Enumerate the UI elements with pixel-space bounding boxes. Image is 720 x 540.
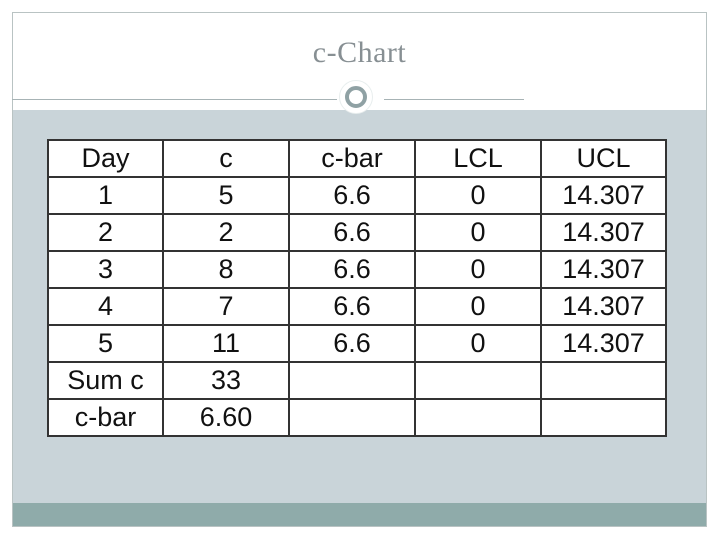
table-cell: 14.307: [540, 287, 667, 326]
table-row: 1 5 6.6 0 14.307: [47, 176, 667, 215]
table-cell: 14.307: [540, 324, 667, 363]
table-cell: 6.6: [288, 176, 416, 215]
footer-bar: [12, 503, 707, 527]
table-cell: 0: [414, 287, 542, 326]
table-cell: 6.6: [288, 213, 416, 252]
table-cell: 11: [162, 324, 290, 363]
table-cell: [414, 361, 542, 400]
table-cell: 5: [47, 324, 164, 363]
table-cell: 6.6: [288, 324, 416, 363]
table-cell: 3: [47, 250, 164, 289]
c-chart-table: Day c c-bar LCL UCL 1 5 6.6 0 14.307 2 2…: [47, 139, 667, 437]
slide-title: c-Chart: [312, 36, 407, 69]
table-cell: 2: [47, 213, 164, 252]
header-cell-day: Day: [47, 139, 164, 178]
table-cell: 14.307: [540, 250, 667, 289]
table-cell: 14.307: [540, 176, 667, 215]
table-cell: [414, 398, 542, 437]
table-cell: [540, 398, 667, 437]
table-cell: 2: [162, 213, 290, 252]
table-cell: 1: [47, 176, 164, 215]
slide-frame: [12, 12, 707, 527]
table-cell: 6.6: [288, 287, 416, 326]
title-divider-left: [12, 99, 337, 100]
table-row-average: c-bar 6.60: [47, 398, 667, 437]
divider-ring-ornament: [339, 80, 373, 114]
table-row: 3 8 6.6 0 14.307: [47, 250, 667, 289]
table-cell: [288, 398, 416, 437]
table-cell: [288, 361, 416, 400]
table-cell: 0: [414, 324, 542, 363]
table-cell: 33: [162, 361, 290, 400]
table-cell: 6.6: [288, 250, 416, 289]
table-cell: 5: [162, 176, 290, 215]
table-cell: 14.307: [540, 213, 667, 252]
header-cell-ucl: UCL: [540, 139, 667, 178]
header-cell-c: c: [162, 139, 290, 178]
table-cell: 4: [47, 287, 164, 326]
table-row-sum: Sum c 33: [47, 361, 667, 400]
table-row: 4 7 6.6 0 14.307: [47, 287, 667, 326]
table-cell: 0: [414, 250, 542, 289]
table-cell: c-bar: [47, 398, 164, 437]
table-cell: 0: [414, 213, 542, 252]
table-cell: [540, 361, 667, 400]
header-cell-lcl: LCL: [414, 139, 542, 178]
table-row: 5 11 6.6 0 14.307: [47, 324, 667, 363]
table-cell: 0: [414, 176, 542, 215]
table-cell: 8: [162, 250, 290, 289]
table-cell: 7: [162, 287, 290, 326]
header-cell-c-bar: c-bar: [288, 139, 416, 178]
table-cell: Sum c: [47, 361, 164, 400]
title-divider-right: [384, 99, 524, 100]
table-row: 2 2 6.6 0 14.307: [47, 213, 667, 252]
table-cell: 6.60: [162, 398, 290, 437]
table-header-row: Day c c-bar LCL UCL: [47, 139, 667, 178]
